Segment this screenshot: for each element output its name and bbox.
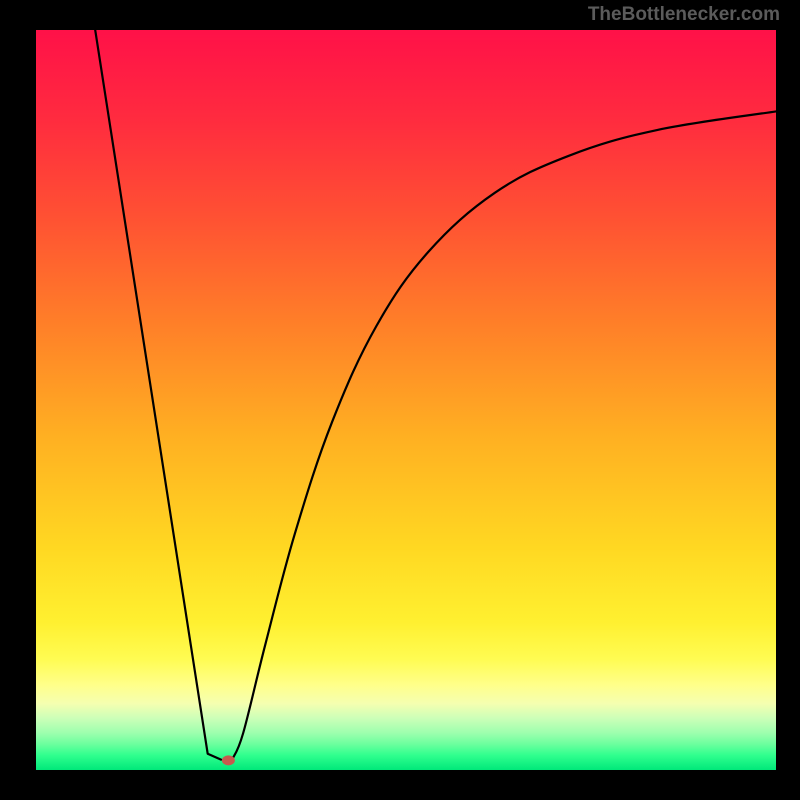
- watermark-text: TheBottlenecker.com: [588, 4, 780, 26]
- chart-svg: [36, 30, 776, 770]
- plot-background-rect: [36, 30, 776, 770]
- minimum-marker: [222, 755, 235, 765]
- chart-container: TheBottlenecker.com: [0, 0, 800, 800]
- plot-area: [36, 30, 776, 770]
